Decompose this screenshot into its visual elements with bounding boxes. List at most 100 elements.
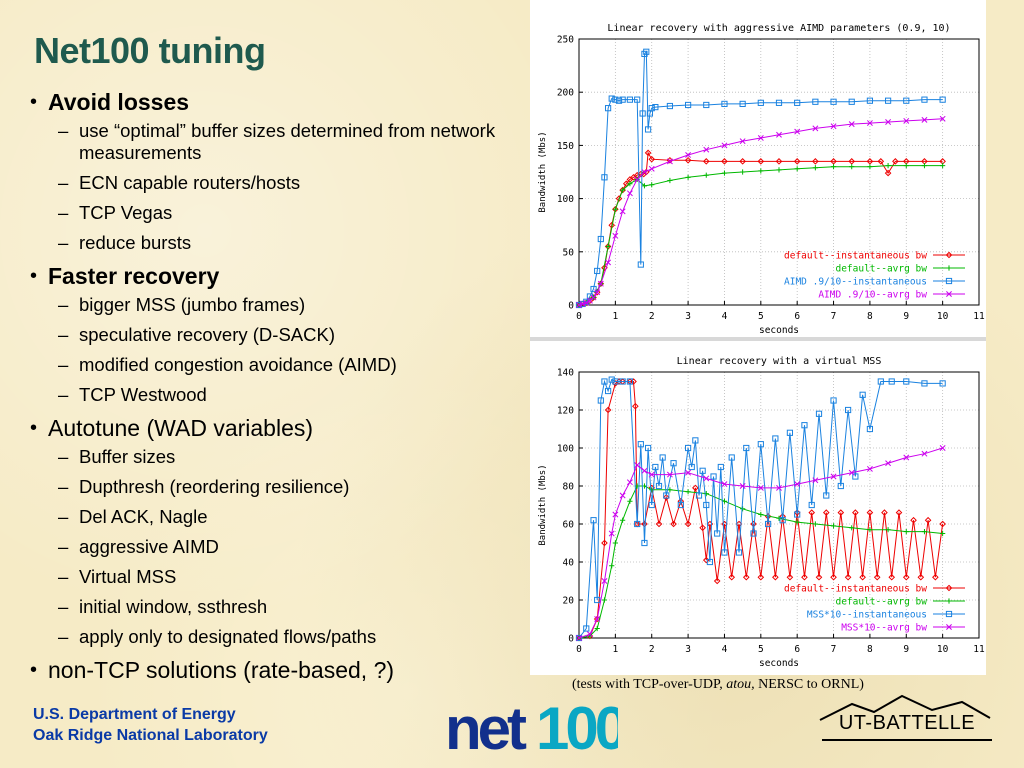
data-point — [776, 484, 782, 491]
data-point — [848, 98, 855, 105]
data-point — [713, 577, 721, 585]
data-point — [662, 494, 670, 501]
data-point — [844, 406, 852, 414]
chart-title: Linear recovery with a virtual MSS — [677, 356, 882, 367]
data-point — [776, 167, 782, 173]
data-point — [830, 397, 837, 404]
data-point — [685, 174, 691, 180]
data-point — [873, 573, 881, 581]
data-point — [779, 517, 786, 524]
data-point — [877, 158, 885, 165]
slide-title: Net100 tuning — [34, 30, 266, 71]
sub-bullet-item: speculative recovery (D-SACK) — [48, 324, 518, 346]
data-point — [859, 573, 866, 581]
chart-caption: (tests with TCP-over-UDP, atou, NERSC to… — [572, 677, 864, 693]
x-tick-label: 1 — [612, 644, 618, 655]
sub-bullet-item: use “optimal” buffer sizes determined fr… — [48, 120, 518, 164]
data-point — [830, 164, 837, 170]
data-point — [921, 96, 928, 103]
data-point — [634, 462, 641, 469]
data-point — [866, 97, 874, 104]
data-point — [740, 169, 746, 175]
data-point — [823, 492, 830, 499]
data-point — [902, 573, 910, 581]
data-point — [903, 97, 910, 104]
x-tick-label: 5 — [758, 644, 764, 655]
data-point — [917, 573, 925, 581]
data-point — [634, 96, 641, 103]
data-point — [594, 616, 601, 622]
data-point — [739, 158, 746, 165]
x-tick-label: 8 — [867, 311, 873, 322]
data-point — [742, 573, 750, 581]
data-point — [594, 596, 601, 604]
data-point — [685, 489, 691, 495]
series-line — [578, 50, 943, 306]
legend-label: MSS*10--instantaneous — [807, 610, 927, 621]
data-point — [758, 511, 764, 518]
caption-suffix: NERSC to ORNL) — [754, 677, 864, 692]
data-point — [703, 146, 710, 153]
data-point — [885, 527, 891, 533]
bullet-item: Faster recovery bigger MSS (jumbo frames)… — [28, 262, 518, 406]
data-point — [626, 190, 633, 197]
x-tick-label: 0 — [576, 311, 582, 322]
data-point — [684, 520, 692, 528]
data-point — [666, 471, 673, 478]
sub-bullet-item: initial window, ssthresh — [48, 596, 518, 618]
data-point — [579, 300, 586, 307]
data-point — [728, 573, 736, 581]
sub-bullet-item: modified congestion avoidance (AIMD) — [48, 354, 518, 376]
data-point — [576, 302, 582, 308]
data-point — [597, 235, 604, 243]
data-point — [590, 285, 597, 293]
data-point — [735, 549, 743, 556]
data-point — [626, 96, 634, 103]
data-point — [830, 98, 837, 105]
data-point — [750, 530, 757, 537]
data-point — [590, 294, 597, 301]
data-point — [849, 525, 855, 531]
data-point — [786, 573, 794, 581]
data-point — [757, 441, 764, 448]
data-point — [615, 195, 623, 202]
sub-bullet-list: use “optimal” buffer sizes determined fr… — [48, 120, 518, 254]
data-point — [684, 101, 692, 109]
series-magenta — [576, 115, 946, 308]
data-point — [867, 527, 873, 533]
data-point — [867, 164, 873, 170]
data-point — [885, 460, 892, 467]
x-tick-label: 0 — [576, 644, 582, 655]
data-point — [910, 516, 917, 524]
data-point — [895, 509, 903, 516]
data-point — [721, 158, 728, 165]
data-point — [717, 463, 724, 471]
data-point — [619, 492, 626, 499]
data-point — [639, 110, 646, 117]
data-point — [884, 97, 892, 104]
data-point — [921, 380, 928, 387]
data-point — [652, 463, 659, 471]
data-point — [695, 492, 703, 499]
data-point — [757, 484, 764, 491]
x-tick-label: 9 — [903, 644, 909, 655]
data-point — [764, 520, 772, 528]
data-point — [848, 121, 855, 128]
legend-label: default--avrg bw — [835, 264, 927, 275]
data-point — [641, 169, 648, 175]
x-tick-label: 4 — [722, 644, 728, 655]
x-tick-label: 6 — [794, 311, 800, 322]
series-blue — [575, 376, 946, 642]
data-point — [848, 158, 856, 165]
data-point — [776, 515, 782, 521]
bullet-list: Avoid losses use “optimal” buffer sizes d… — [28, 88, 518, 687]
data-point — [659, 454, 666, 461]
data-point — [815, 410, 823, 417]
data-point — [932, 573, 939, 581]
y-tick-label: 0 — [568, 301, 574, 312]
data-point — [612, 378, 619, 385]
data-point — [939, 115, 946, 122]
data-point — [801, 422, 808, 429]
data-point — [667, 177, 673, 184]
data-point — [884, 169, 892, 177]
